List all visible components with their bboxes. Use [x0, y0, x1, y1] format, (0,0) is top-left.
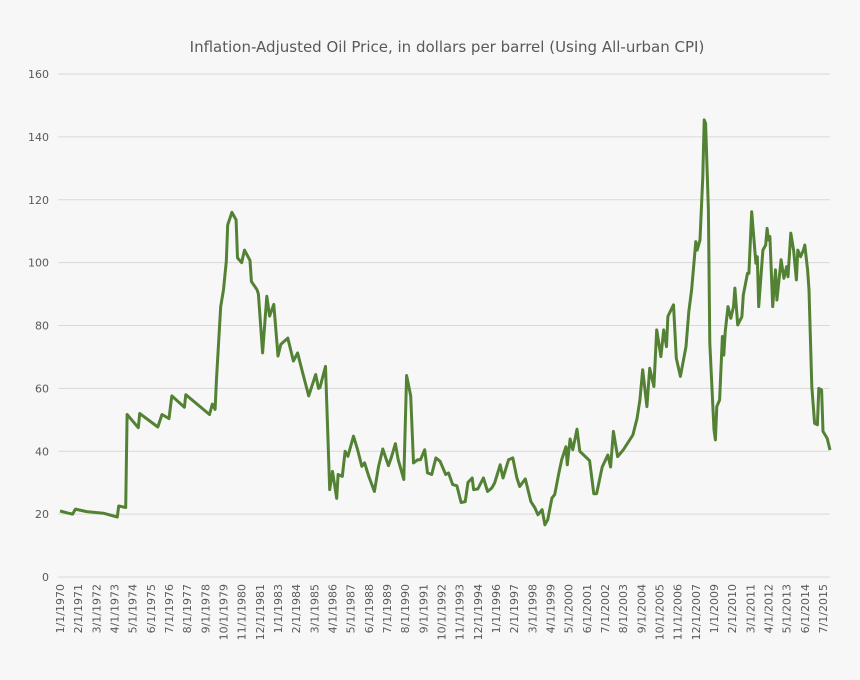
chart-title: Inflation-Adjusted Oil Price, in dollars…: [190, 38, 705, 56]
x-tick-label: 6/1/2001: [581, 584, 594, 633]
x-tick-label: 1/1/1970: [54, 584, 67, 633]
y-tick-label: 20: [35, 508, 49, 521]
x-tick-label: 5/1/2013: [781, 584, 794, 633]
x-tick-label: 2/1/1997: [508, 584, 521, 633]
x-tick-label: 6/1/1988: [363, 584, 376, 633]
x-tick-label: 7/1/1989: [381, 584, 394, 633]
x-tick-label: 3/1/1972: [90, 584, 103, 633]
x-tick-label: 9/1/1991: [417, 584, 430, 633]
x-tick-label: 10/1/1992: [435, 584, 448, 640]
y-tick-label: 40: [35, 445, 49, 458]
x-tick-label: 5/1/2000: [563, 584, 576, 633]
x-tick-label: 7/1/2002: [599, 584, 612, 633]
x-tick-label: 4/1/1973: [108, 584, 121, 633]
x-tick-label: 3/1/1998: [526, 584, 539, 633]
x-tick-label: 10/1/1979: [217, 584, 230, 640]
y-tick-label: 80: [35, 320, 49, 333]
x-tick-label: 5/1/1987: [345, 584, 358, 633]
x-tick-label: 2/1/1984: [290, 584, 303, 633]
x-tick-label: 4/1/2012: [762, 584, 775, 633]
x-tick-label: 12/1/2007: [690, 584, 703, 640]
x-tick-label: 11/1/1993: [454, 584, 467, 640]
x-tick-label: 9/1/2004: [635, 584, 648, 633]
x-tick-label: 3/1/1985: [308, 584, 321, 633]
y-axis-ticks: 0 20 40 60 80 100 120 140 160: [28, 68, 49, 584]
y-tick-label: 140: [28, 131, 49, 144]
series-line: [59, 118, 832, 527]
x-axis-ticks: 1/1/1970 2/1/1971 3/1/1972 4/1/1973 5/1/1974…: [54, 584, 830, 640]
x-tick-label: 6/1/2014: [799, 584, 812, 633]
y-tick-label: 100: [28, 257, 49, 270]
x-tick-label: 4/1/1999: [544, 584, 557, 633]
x-tick-label: 11/1/1980: [236, 584, 249, 640]
x-tick-label: 8/1/2003: [617, 584, 630, 633]
y-tick-label: 60: [35, 382, 49, 395]
x-tick-label: 1/1/2009: [708, 584, 721, 633]
x-tick-label: 3/1/2011: [744, 584, 757, 633]
x-tick-label: 2/1/2010: [726, 584, 739, 633]
x-tick-label: 11/1/2006: [672, 584, 685, 640]
x-tick-label: 8/1/1977: [181, 584, 194, 633]
x-tick-label: 6/1/1975: [145, 584, 158, 633]
x-tick-label: 5/1/1974: [127, 584, 140, 633]
x-tick-label: 2/1/1971: [72, 584, 85, 633]
x-tick-label: 8/1/1990: [399, 584, 412, 633]
x-tick-label: 10/1/2005: [653, 584, 666, 640]
x-tick-label: 7/1/2015: [817, 584, 830, 633]
x-tick-label: 9/1/1978: [199, 584, 212, 633]
gridlines: [58, 73, 830, 578]
y-tick-label: 120: [28, 194, 49, 207]
y-tick-label: 0: [42, 571, 49, 584]
x-tick-label: 7/1/1976: [163, 584, 176, 633]
x-tick-label: 4/1/1986: [326, 584, 339, 633]
x-tick-label: 12/1/1994: [472, 584, 485, 640]
y-tick-label: 160: [28, 68, 49, 81]
x-tick-label: 1/1/1996: [490, 584, 503, 633]
x-tick-label: 1/1/1983: [272, 584, 285, 633]
x-tick-label: 12/1/1981: [254, 584, 267, 640]
